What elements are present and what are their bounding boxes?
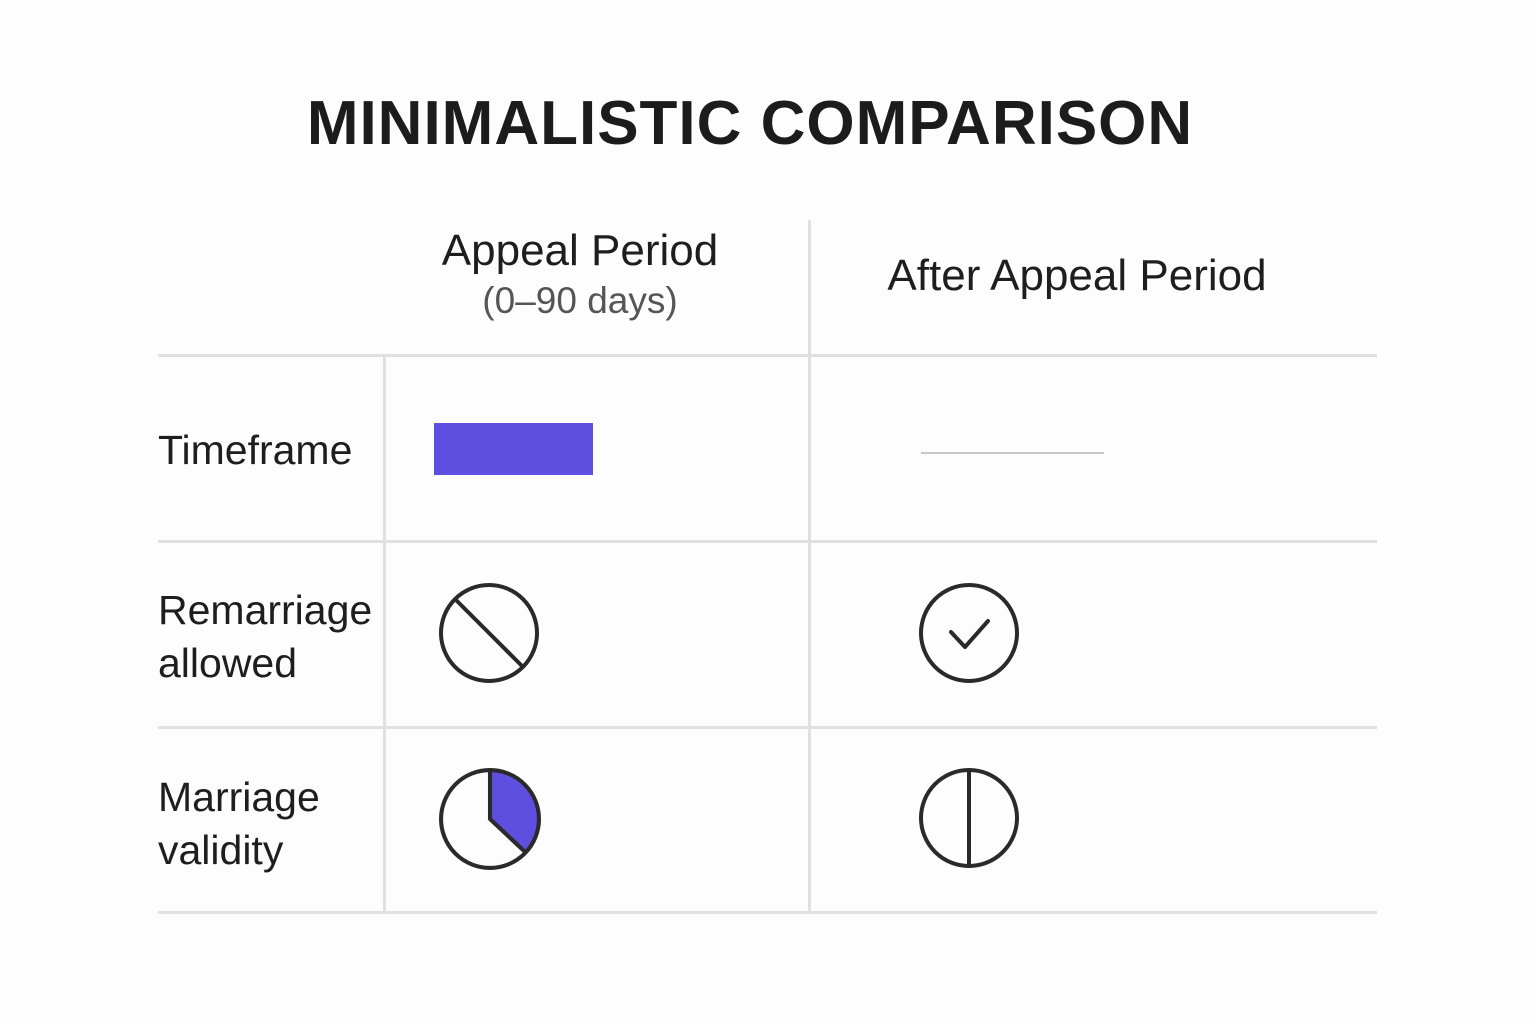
partial-pie-icon [439, 768, 541, 870]
row-label-remarriage: Remarriage allowed [158, 587, 373, 686]
divider [158, 911, 1377, 914]
divider [158, 726, 1377, 729]
divider [158, 354, 1377, 357]
divider [808, 220, 811, 912]
timeframe-bar [434, 423, 593, 475]
row-label-validity: Marriage validity [158, 774, 320, 873]
column-header-appeal-period: Appeal Period (0–90 days) [390, 226, 770, 322]
timeframe-line [921, 452, 1104, 454]
split-circle-icon [919, 768, 1019, 868]
column-title: Appeal Period [441, 226, 719, 275]
check-circle-icon [919, 583, 1019, 683]
divider [383, 357, 386, 912]
prohibited-circle-icon [439, 583, 539, 683]
column-subtitle: (0–90 days) [482, 280, 678, 321]
row-label-timeframe: Timeframe [158, 427, 353, 473]
pie-filled-slice [490, 770, 539, 853]
divider [158, 540, 1377, 543]
page-title: MINIMALISTIC COMPARISON [306, 89, 1194, 158]
column-header-after-appeal-period: After Appeal Period [887, 251, 1267, 300]
